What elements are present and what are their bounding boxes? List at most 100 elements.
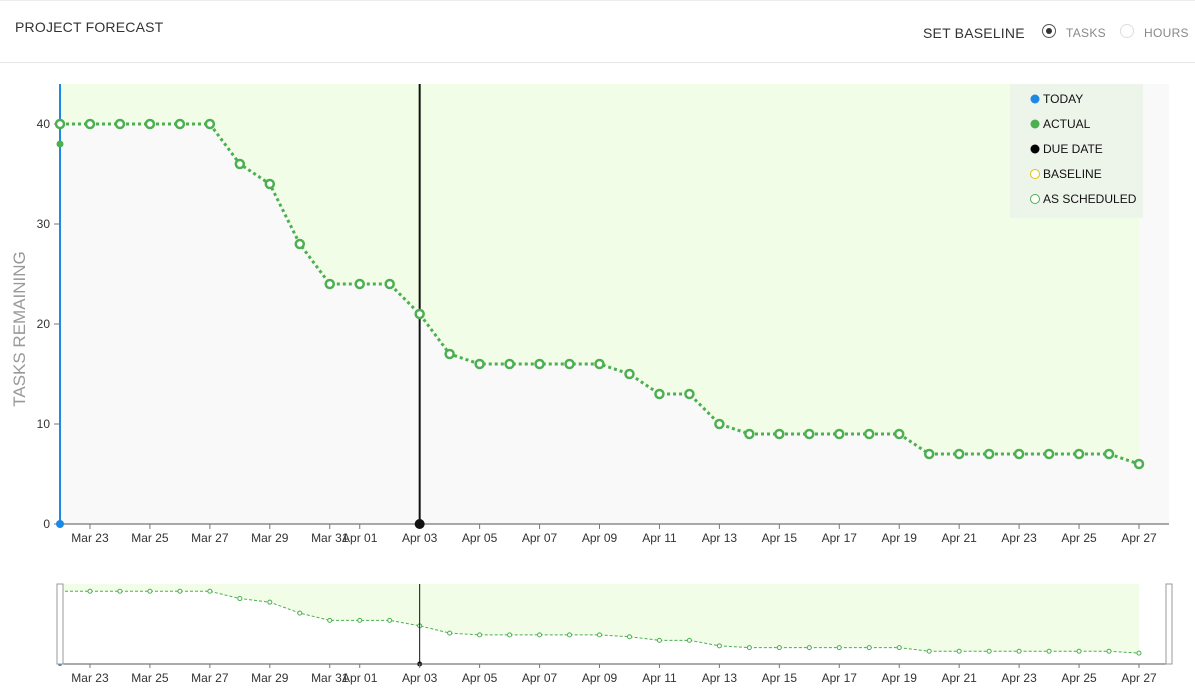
navigator-point: [267, 599, 273, 605]
navigator-x-tick-label: Apr 25: [1061, 671, 1097, 685]
forecast-header: PROJECT FORECAST SET BASELINE TASKS HOUR…: [0, 0, 1195, 63]
actual-marker: [56, 140, 64, 148]
as-scheduled-point: [774, 428, 785, 440]
navigator-x-tick-label: Apr 15: [762, 671, 798, 685]
as-scheduled-point: [1133, 458, 1145, 470]
navigator-point: [387, 617, 393, 623]
navigator-point: [1106, 648, 1112, 654]
navigator-point: [147, 588, 153, 594]
navigator-point: [87, 588, 93, 594]
y-tick-label: 20: [37, 317, 51, 331]
as-scheduled-point: [624, 368, 635, 380]
navigator-point: [716, 643, 722, 649]
navigator-point: [207, 588, 213, 594]
legend-label-due-date: DUE DATE: [1043, 142, 1103, 156]
legend-label-actual: ACTUAL: [1043, 117, 1091, 131]
navigator-point: [1136, 650, 1142, 656]
as-scheduled-point: [804, 428, 815, 440]
as-scheduled-point: [144, 118, 156, 130]
x-tick-label: Apr 13: [702, 531, 738, 545]
navigator-point: [776, 645, 782, 651]
navigator-left-handle[interactable]: [56, 583, 64, 665]
navigator-x-tick-label: Mar 31: [311, 671, 349, 685]
as-scheduled-point: [1073, 448, 1085, 460]
navigator-x-tick-label: Mar 25: [131, 671, 169, 685]
scheduled-area: [60, 84, 1139, 464]
navigator-right-handle[interactable]: [1165, 583, 1173, 665]
x-tick-label: Apr 03: [402, 531, 438, 545]
navigator-x-tick-label: Apr 13: [702, 671, 738, 685]
navigator-x-tick-label: Mar 23: [71, 671, 109, 685]
today-marker: [56, 520, 64, 528]
navigator-point: [896, 645, 902, 651]
as-scheduled-point: [684, 388, 695, 400]
navigator-point: [537, 632, 543, 638]
as-scheduled-point: [84, 118, 96, 130]
as-scheduled-point: [504, 358, 515, 370]
as-scheduled-point: [714, 418, 725, 430]
hours-radio-label[interactable]: HOURS: [1144, 26, 1189, 40]
main-plot: 0 10 20 30 40 TASKS REMAINING Mar 23 Mar 25 Mar …: [10, 84, 1169, 545]
navigator-point: [1046, 648, 1052, 654]
navigator-x-tick-label: Apr 17: [822, 671, 858, 685]
x-tick-label: Mar 31: [311, 531, 349, 545]
tasks-radio[interactable]: [1042, 24, 1056, 38]
legend-swatch-due-date: [1030, 144, 1040, 154]
as-scheduled-point: [893, 428, 905, 440]
navigator-point: [177, 588, 183, 594]
tasks-radio-label[interactable]: TASKS: [1066, 26, 1106, 40]
navigator-point: [956, 648, 962, 654]
x-tick-label: Apr 25: [1061, 531, 1097, 545]
as-scheduled-point: [564, 358, 575, 370]
x-tick-label: Apr 21: [941, 531, 977, 545]
as-scheduled-point: [264, 178, 276, 190]
x-tick-label: Mar 25: [131, 531, 169, 545]
navigator-point: [686, 637, 692, 643]
as-scheduled-point: [864, 428, 875, 440]
x-tick-label: Apr 23: [1001, 531, 1037, 545]
navigator-x-tick-label: Apr 21: [941, 671, 977, 685]
navigator-point: [297, 610, 303, 616]
x-tick-label: Mar 27: [191, 531, 229, 545]
as-scheduled-point: [384, 278, 395, 290]
as-scheduled-point: [744, 428, 755, 440]
hours-radio[interactable]: [1120, 24, 1134, 38]
navigator-point: [507, 632, 513, 638]
as-scheduled-point: [983, 448, 995, 460]
as-scheduled-point: [1043, 448, 1055, 460]
x-tick-label: Apr 01: [342, 531, 378, 545]
navigator-point: [477, 632, 483, 638]
navigator-x-tick-label: Apr 09: [582, 671, 618, 685]
navigator-point: [986, 648, 992, 654]
legend-label-as-scheduled: AS SCHEDULED: [1043, 192, 1137, 206]
navigator-point: [806, 645, 812, 651]
as-scheduled-point: [654, 388, 665, 400]
navigator-x-tick-label: Apr 01: [342, 671, 378, 685]
navigator-point: [926, 648, 932, 654]
navigator-x-tick-label: Apr 19: [882, 671, 918, 685]
as-scheduled-point: [953, 448, 965, 460]
x-tick-label: Mar 29: [251, 531, 289, 545]
x-tick-label: Apr 05: [462, 531, 498, 545]
legend-swatch-today: [1030, 94, 1040, 104]
legend-swatch-as-scheduled: [1030, 194, 1040, 204]
legend-swatch-actual: [1030, 119, 1040, 129]
navigator-x-tick-label: Apr 23: [1001, 671, 1037, 685]
navigator-point: [836, 645, 842, 651]
as-scheduled-point: [1013, 448, 1025, 460]
x-tick-label: Apr 09: [582, 531, 618, 545]
as-scheduled-point: [174, 118, 186, 130]
page-title: PROJECT FORECAST: [15, 19, 164, 35]
as-scheduled-point: [324, 278, 335, 290]
as-scheduled-point: [444, 348, 455, 360]
x-tick-label: Apr 11: [642, 531, 677, 545]
y-tick-label: 30: [37, 217, 51, 231]
navigator-point: [567, 632, 573, 638]
as-scheduled-point: [354, 278, 365, 290]
navigator-point: [746, 645, 752, 651]
as-scheduled-point: [834, 428, 845, 440]
as-scheduled-point: [54, 118, 66, 130]
legend-swatch-baseline: [1030, 169, 1040, 179]
